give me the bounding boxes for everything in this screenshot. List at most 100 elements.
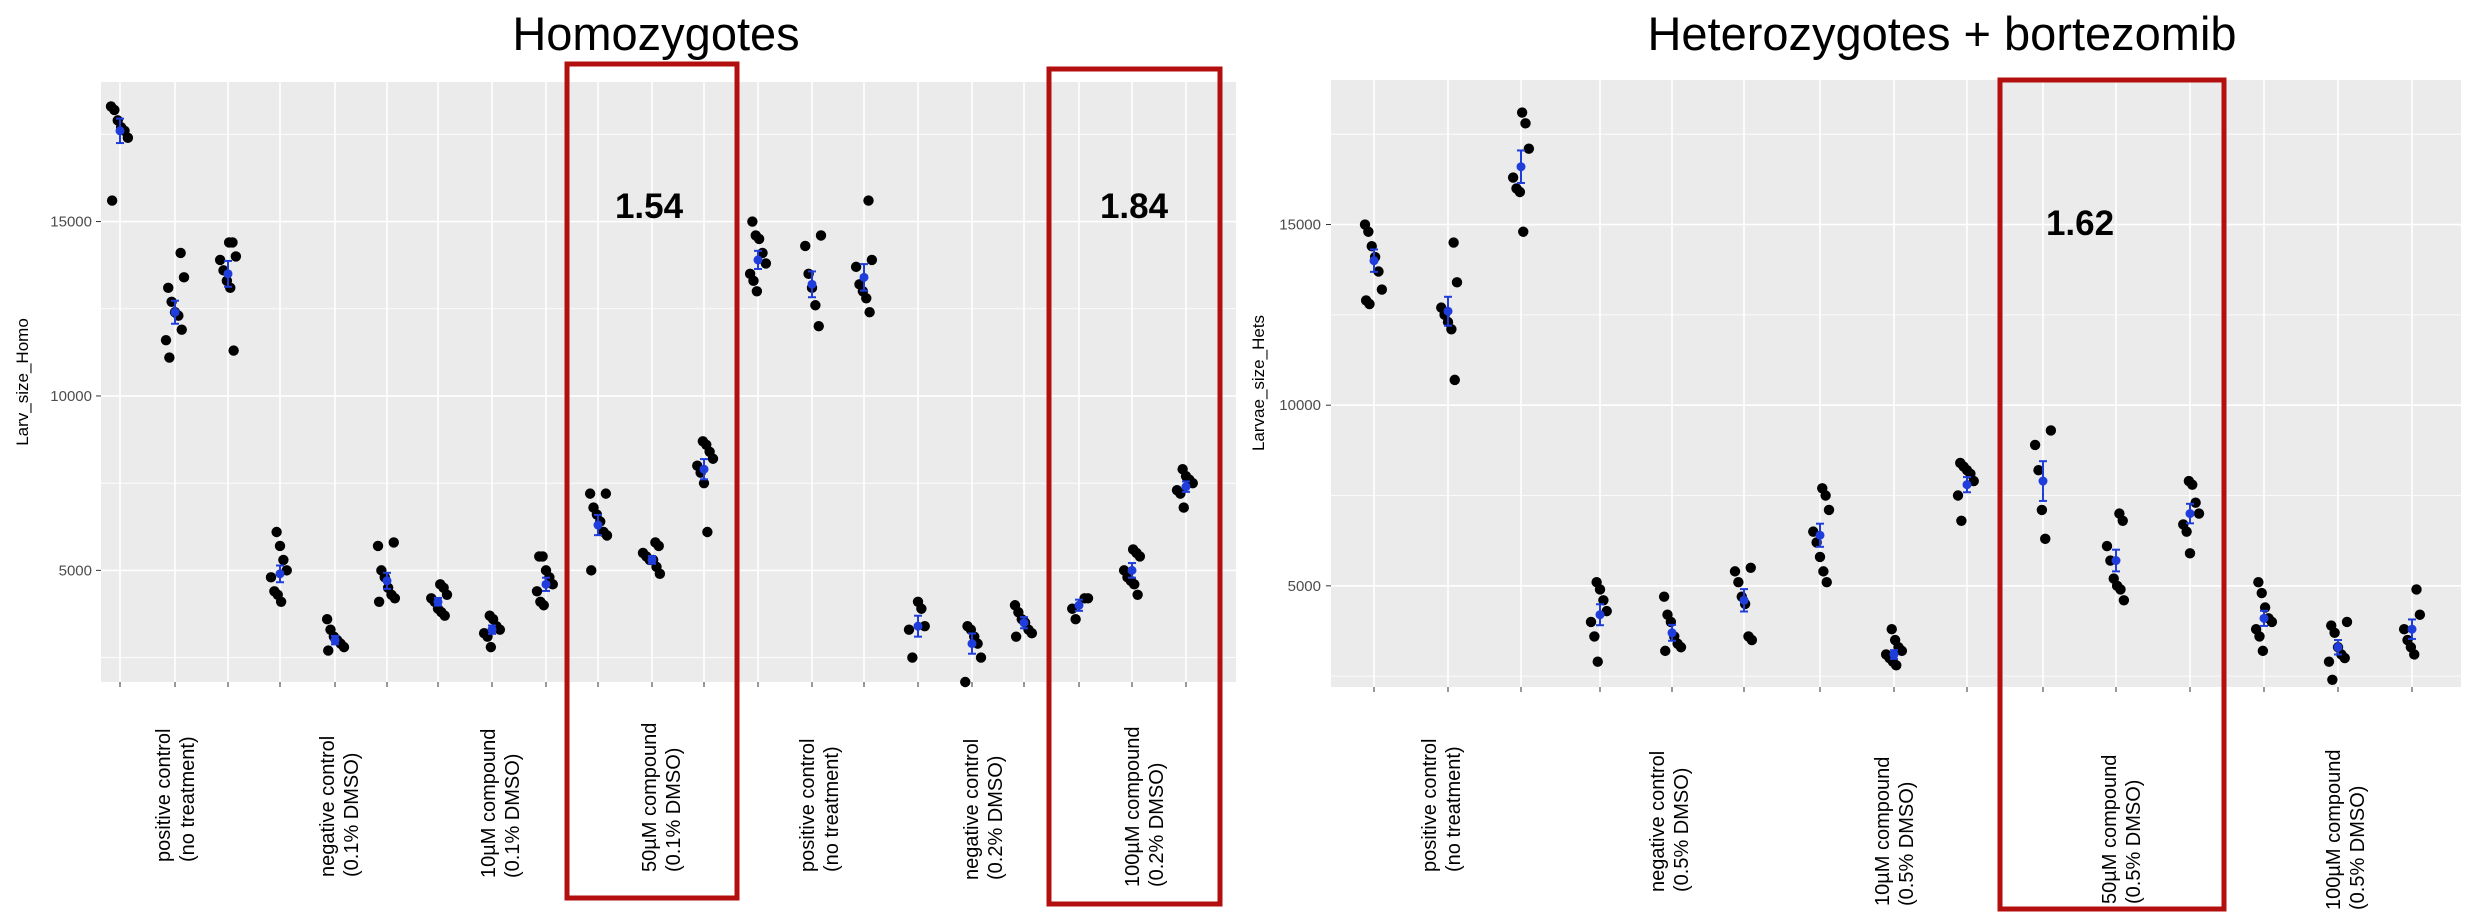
data-point bbox=[1891, 660, 1902, 671]
data-point bbox=[2409, 649, 2420, 660]
data-point bbox=[753, 233, 765, 245]
category-label: (0.5% DMSO) bbox=[2347, 786, 2369, 910]
data-point bbox=[321, 614, 333, 625]
data-point bbox=[439, 610, 450, 621]
data-point bbox=[1820, 490, 1831, 501]
data-point bbox=[1010, 631, 1022, 642]
y-axis: 5000 10000 15000 bbox=[1279, 217, 1331, 595]
mean-point bbox=[699, 464, 709, 474]
data-point bbox=[1363, 226, 1374, 237]
data-point bbox=[178, 272, 190, 283]
data-point bbox=[265, 572, 277, 583]
data-points bbox=[105, 101, 1198, 688]
y-tick-label: 15000 bbox=[50, 214, 92, 231]
data-point bbox=[975, 652, 987, 663]
data-point bbox=[175, 247, 186, 259]
data-point bbox=[538, 600, 549, 611]
category-label: (0.5% DMSO) bbox=[1671, 768, 1693, 892]
data-point bbox=[654, 568, 666, 580]
x-axis-ticks bbox=[119, 682, 1187, 687]
data-point bbox=[2118, 595, 2130, 606]
data-point bbox=[1952, 490, 1964, 501]
data-point bbox=[810, 300, 821, 311]
data-point bbox=[1507, 172, 1519, 183]
data-point bbox=[494, 624, 506, 635]
data-point bbox=[1520, 118, 1531, 129]
mean-point bbox=[2407, 624, 2417, 634]
category-labels: positive control (no treatment) negative… bbox=[1419, 739, 2369, 910]
data-point bbox=[271, 526, 282, 538]
data-point bbox=[389, 593, 401, 604]
data-point bbox=[584, 488, 596, 499]
data-point bbox=[1818, 566, 1829, 577]
data-point bbox=[866, 254, 878, 266]
data-point bbox=[698, 477, 710, 489]
data-point bbox=[2329, 627, 2340, 639]
mean-point bbox=[1516, 162, 1526, 172]
data-point bbox=[2266, 616, 2278, 628]
data-point bbox=[372, 540, 384, 552]
category-label: 50µM compound bbox=[639, 723, 661, 872]
data-point bbox=[2257, 645, 2269, 657]
data-point bbox=[227, 237, 238, 248]
mean-point bbox=[1815, 530, 1825, 540]
highlight-box bbox=[1046, 66, 1223, 907]
data-point bbox=[1821, 577, 1832, 588]
category-label: (0.5% DMSO) bbox=[1896, 782, 1918, 906]
data-point bbox=[106, 195, 118, 206]
category-label: positive control bbox=[153, 729, 175, 862]
data-point bbox=[751, 286, 763, 297]
highlight-box bbox=[1997, 77, 2227, 912]
data-point bbox=[1448, 237, 1459, 248]
category-label: (no treatment) bbox=[1443, 746, 1465, 872]
grid-lines bbox=[1331, 80, 2461, 687]
data-point bbox=[850, 261, 862, 273]
mean-point bbox=[913, 621, 923, 631]
data-point bbox=[1592, 656, 1603, 667]
data-point bbox=[2115, 584, 2126, 595]
data-point bbox=[1585, 616, 1597, 628]
data-point bbox=[600, 488, 612, 499]
data-point bbox=[1675, 642, 1687, 653]
data-point bbox=[748, 275, 759, 287]
mean-point bbox=[859, 272, 869, 282]
data-point bbox=[815, 230, 827, 241]
data-point bbox=[2029, 439, 2041, 451]
category-label: 50µM compound bbox=[2099, 755, 2121, 904]
data-point bbox=[707, 453, 719, 464]
data-point bbox=[2256, 587, 2267, 599]
data-point bbox=[2253, 577, 2264, 588]
data-point bbox=[1598, 595, 1609, 606]
data-point bbox=[1026, 627, 1038, 639]
data-point bbox=[653, 540, 664, 552]
data-point bbox=[864, 307, 875, 318]
data-point bbox=[1594, 584, 1606, 595]
data-point bbox=[1729, 566, 1741, 577]
fold-change-label: 1.84 bbox=[1100, 187, 1169, 226]
data-point bbox=[916, 603, 927, 614]
data-point bbox=[1956, 515, 1967, 526]
data-point bbox=[373, 596, 385, 607]
data-point bbox=[586, 565, 597, 576]
data-point bbox=[2254, 631, 2265, 642]
data-point bbox=[903, 624, 915, 635]
data-point bbox=[2193, 508, 2205, 519]
y-axis: 5000 10000 15000 bbox=[50, 214, 101, 579]
data-point bbox=[323, 645, 334, 656]
data-point bbox=[1449, 374, 1460, 386]
data-point bbox=[1514, 186, 1526, 198]
data-point bbox=[278, 554, 289, 566]
data-point bbox=[164, 352, 175, 363]
mean-point bbox=[115, 126, 125, 136]
data-point bbox=[702, 526, 713, 538]
mean-point bbox=[1667, 628, 1677, 638]
data-point bbox=[1658, 591, 1670, 602]
mean-point bbox=[2333, 642, 2343, 652]
category-label: (0.5% DMSO) bbox=[2123, 780, 2145, 904]
y-tick-label: 5000 bbox=[59, 562, 92, 579]
data-point bbox=[547, 579, 558, 590]
mean-point bbox=[223, 269, 233, 279]
data-point bbox=[2398, 623, 2410, 635]
mean-point bbox=[593, 520, 603, 530]
